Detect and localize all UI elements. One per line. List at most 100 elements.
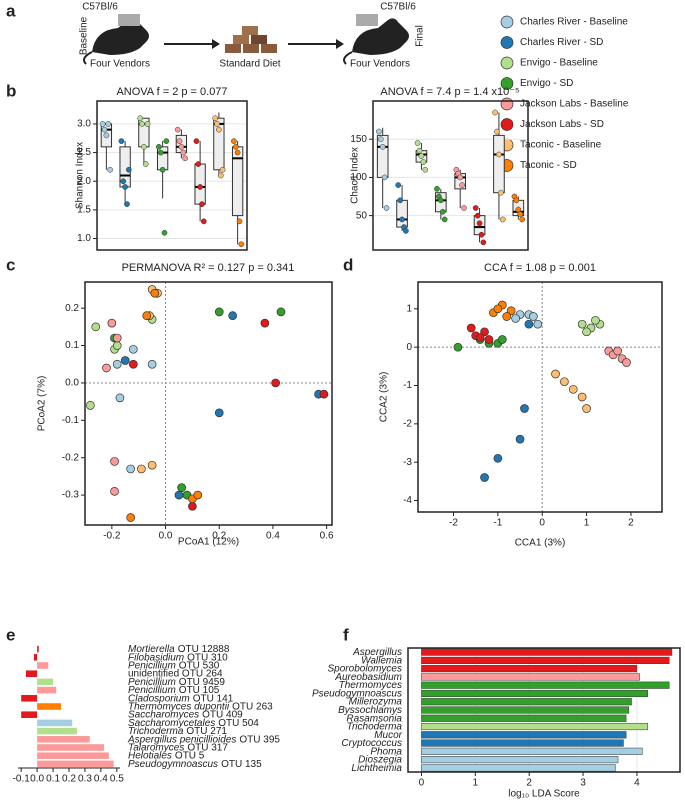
point [214, 408, 224, 418]
genus: Thermomyces [339, 680, 402, 691]
x-tick-label: 0.5 [110, 774, 124, 785]
legend-label: Envigo - SD [520, 78, 573, 89]
category-label: Mortierella OTU 12888 [128, 644, 230, 655]
bar [37, 744, 105, 751]
point [110, 457, 119, 466]
x-tick-label: -0.1 [13, 774, 31, 785]
bar [421, 665, 638, 673]
bar [25, 670, 38, 677]
genus: Pseudogymnoascus [128, 759, 218, 770]
bar [421, 689, 648, 698]
point [118, 138, 125, 144]
genus: Aspergillus penicillioides [127, 734, 236, 745]
y-axis-label: Shannon Index [75, 142, 86, 209]
bar [37, 760, 114, 768]
genus: Helotiales [128, 750, 172, 761]
box [493, 134, 505, 194]
category-label: Byssochlamys [338, 705, 402, 716]
point [163, 138, 170, 144]
y-tick-label: 2.0 [77, 176, 91, 187]
point [528, 312, 538, 321]
genus: Byssochlamys [338, 705, 402, 716]
point [112, 359, 122, 369]
plot-frame [84, 281, 333, 526]
category-label: Penicillium OTU 530 [128, 660, 220, 671]
panel-label: b [6, 81, 16, 100]
point [216, 126, 222, 133]
bar [37, 719, 73, 727]
diet-label: Standard Diet [219, 59, 280, 70]
legend-swatch [500, 97, 514, 111]
point [439, 208, 446, 215]
strain-label: C57Bl/6 [82, 2, 118, 13]
bar [33, 654, 38, 661]
point [103, 132, 110, 139]
y-tick-label: 0 [406, 342, 412, 353]
genus: Trichoderma [347, 721, 403, 732]
point [128, 359, 138, 369]
point [178, 143, 185, 150]
x-tick-label: 4 [634, 778, 640, 789]
point [197, 184, 203, 190]
x-tick-label: 0.2 [62, 774, 76, 785]
genus: Penicillium [128, 677, 176, 688]
otu: OTU 504 [218, 718, 259, 729]
x-tick-label: 0.0 [159, 531, 173, 542]
x-tick-label: 2 [628, 518, 634, 529]
point [126, 464, 135, 474]
point [577, 392, 587, 402]
point [105, 121, 112, 127]
legend-label: Jackson Labs - SD [520, 119, 604, 130]
category-label: Sporobolomyces [328, 663, 402, 674]
x-tick-label: 0.4 [94, 774, 108, 785]
plot-frame [417, 281, 663, 513]
x-axis-label: CCA1 (3%) [515, 538, 566, 549]
otu: OTU 263 [232, 701, 273, 712]
point [174, 126, 181, 133]
point [147, 460, 157, 470]
point [441, 216, 448, 223]
point [156, 143, 162, 150]
point [613, 346, 622, 356]
category-label: Millerozyma [349, 696, 403, 707]
category-label: Pseudogymnoascus [312, 688, 402, 699]
point [99, 121, 106, 127]
y-tick-label: 0.2 [65, 303, 79, 314]
point [414, 140, 421, 146]
point [459, 182, 465, 188]
point [271, 378, 280, 388]
bar [37, 727, 77, 735]
point [120, 356, 130, 365]
legend-swatch [500, 118, 514, 131]
y-tick-label: -4 [403, 495, 412, 506]
category-label: unidentified OTU 264 [128, 668, 223, 679]
panel-label: f [343, 625, 349, 644]
x-tick-label: 0.2 [212, 531, 226, 542]
timepoint-label: Final [415, 25, 426, 47]
bar [421, 673, 640, 681]
point [457, 174, 464, 181]
point [112, 333, 122, 343]
genus: Mortierella [128, 644, 175, 655]
point [101, 126, 108, 133]
point [112, 341, 122, 350]
bar [37, 645, 39, 653]
genus: Mucor [374, 729, 402, 740]
point [622, 358, 631, 367]
bar [421, 706, 630, 714]
panel-label: c [6, 255, 15, 274]
legend-label: Jackson Labs - Baseline [520, 99, 629, 110]
mouse-tail [83, 51, 93, 65]
genus: Talaromyces [128, 742, 184, 753]
bar [421, 756, 619, 764]
y-tick-label: 1 [406, 303, 412, 314]
point [276, 307, 286, 317]
y-tick-label: -0.2 [62, 452, 80, 463]
y-tick-label: 2.5 [77, 147, 91, 158]
point [484, 335, 494, 344]
point [480, 473, 489, 482]
bar [421, 698, 632, 706]
y-tick-label: 1.5 [77, 205, 91, 216]
category-label: Cladosporium OTU 141 [128, 693, 234, 704]
